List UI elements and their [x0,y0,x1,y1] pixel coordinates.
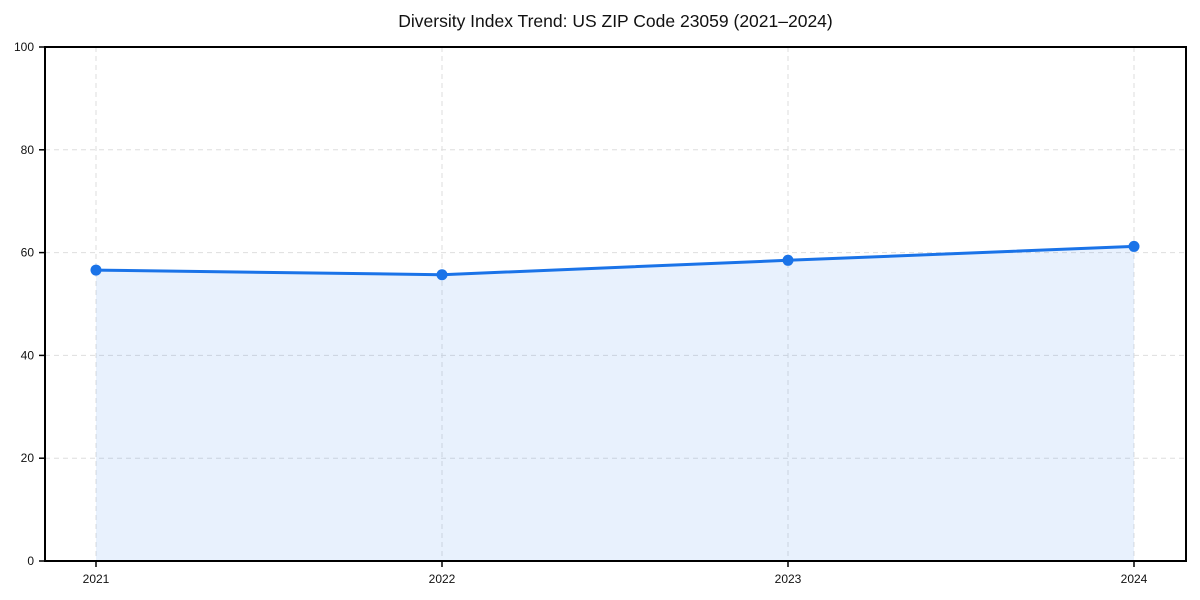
x-tick-label: 2022 [429,572,456,586]
trend-line [94,244,1136,277]
chart-title: Diversity Index Trend: US ZIP Code 23059… [398,11,833,31]
y-tick-label: 60 [21,246,35,260]
y-tick-label: 80 [21,143,35,157]
y-tick-label: 0 [27,554,34,568]
x-tick-label: 2023 [775,572,802,586]
x-tick-label: 2024 [1121,572,1148,586]
plot-border [44,46,1187,562]
data-point [436,269,448,281]
data-points [90,240,1140,281]
y-tick-label: 100 [14,40,34,54]
x-axis-labels: 2021 2022 2023 2024 [83,572,1148,586]
data-point [782,254,794,266]
axis-ticks [39,46,1135,567]
data-point [1128,240,1140,252]
data-point [90,264,102,276]
y-axis-labels: 0 20 40 60 80 100 [14,40,34,568]
x-tick-label: 2021 [83,572,110,586]
y-tick-label: 40 [21,348,35,362]
area-fill [96,246,1134,561]
y-tick-label: 20 [21,451,35,465]
